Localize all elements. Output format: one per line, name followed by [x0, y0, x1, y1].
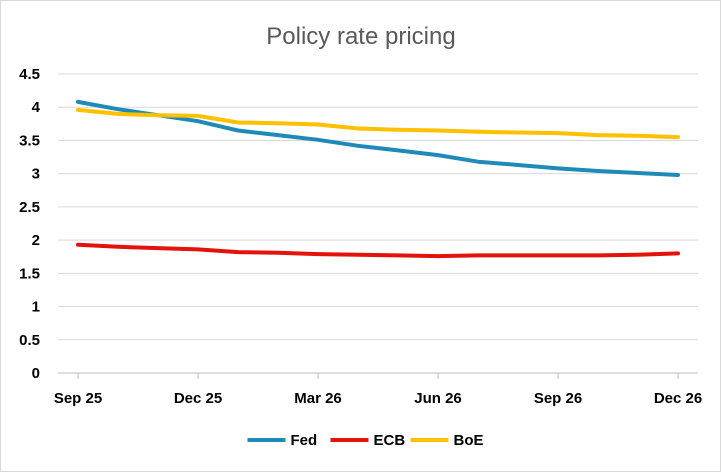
- y-tick-label: 4: [32, 99, 41, 116]
- y-tick-label: 1.5: [19, 265, 40, 282]
- y-tick-label: 1: [32, 299, 40, 316]
- x-tick-label: Sep 25: [54, 390, 102, 407]
- y-tick-label: 0.5: [19, 332, 40, 349]
- series-line-boe: [76, 107, 680, 140]
- y-tick-label: 0: [32, 365, 40, 382]
- series-line-ecb: [76, 242, 680, 259]
- x-axis: Sep 25 Dec 25 Mar 26 Jun 26 Sep 26 Dec 26: [54, 372, 702, 407]
- y-tick-label: 2.5: [19, 199, 40, 216]
- y-tick-label: 3.5: [19, 132, 40, 149]
- x-tick-label: Jun 26: [414, 390, 462, 407]
- legend: Fed ECB BoE: [247, 432, 484, 449]
- legend-label-boe: BoE: [454, 432, 484, 449]
- legend-label-fed: Fed: [291, 432, 318, 449]
- chart-title: Policy rate pricing: [266, 23, 455, 50]
- gridlines: [58, 73, 698, 341]
- y-axis-ticks: 0 0.5 1 1.5 2 2.5 3 3.5 4 4.5: [19, 66, 41, 382]
- y-tick-label: 2: [32, 232, 40, 249]
- series-line-fed: [76, 99, 680, 177]
- x-tick-label: Dec 25: [174, 390, 222, 407]
- series-lines: [76, 99, 680, 259]
- y-tick-label: 3: [32, 166, 40, 183]
- legend-label-ecb: ECB: [374, 432, 406, 449]
- x-tick-label: Sep 26: [534, 390, 582, 407]
- x-tick-label: Mar 26: [294, 390, 342, 407]
- y-tick-label: 4.5: [19, 66, 40, 83]
- x-tick-label: Dec 26: [654, 390, 702, 407]
